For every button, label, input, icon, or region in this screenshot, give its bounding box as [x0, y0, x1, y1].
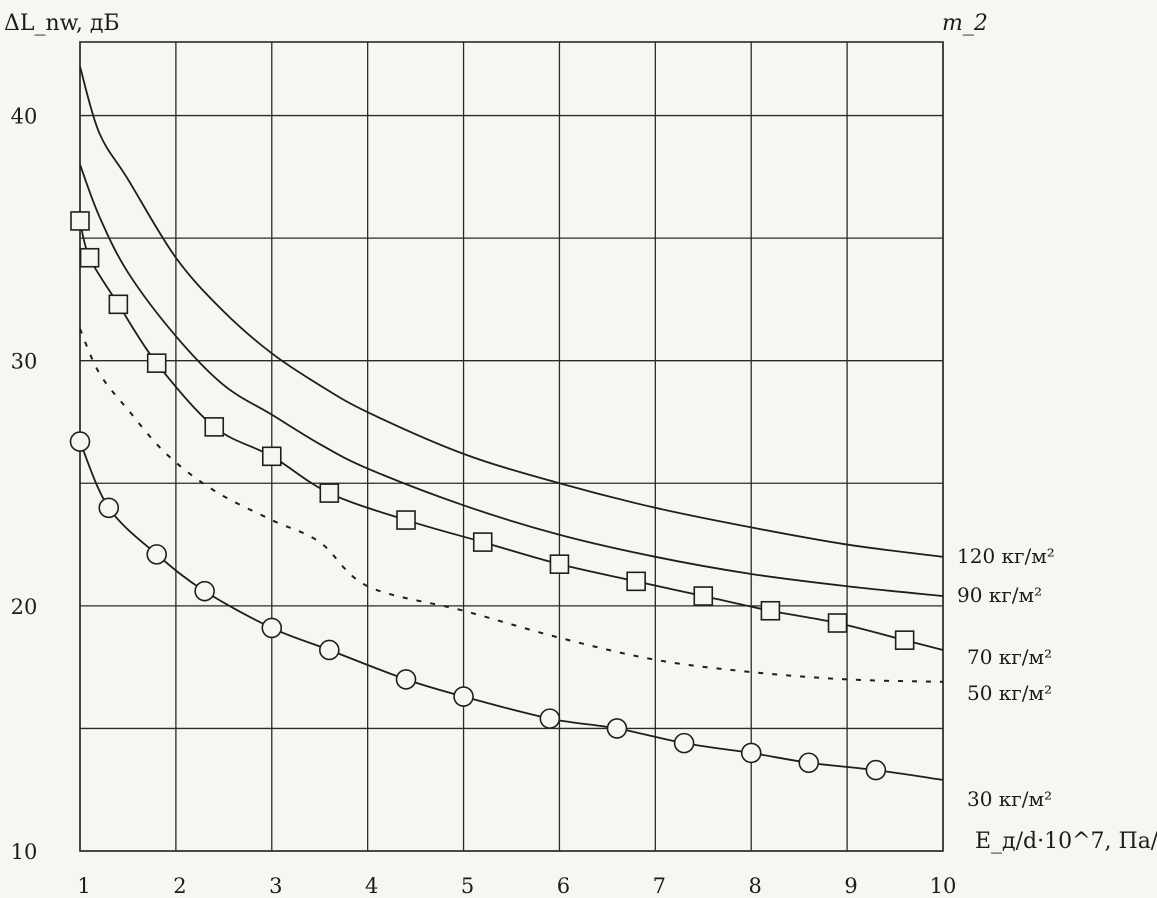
data-point-square [261, 446, 282, 467]
data-point-circle [798, 752, 820, 774]
data-point-square [204, 417, 225, 437]
data-point-square [760, 600, 781, 621]
data-point-square [319, 483, 340, 503]
series-line-3 [79, 328, 944, 683]
x-tick-label: 9 [844, 874, 857, 898]
data-point-circle [319, 639, 340, 661]
series-label: 50 кг/м² [967, 681, 1052, 705]
data-point-circle [98, 497, 120, 519]
series-line-2 [79, 220, 944, 651]
data-point-circle [146, 544, 168, 565]
data-point-square [894, 630, 915, 650]
x-tick-label: 5 [461, 874, 474, 898]
series-line-4 [79, 441, 944, 781]
y-tick-label: 10 [11, 840, 38, 864]
data-point-square [827, 613, 848, 633]
x-tick-label: 7 [653, 874, 666, 898]
data-point-circle [539, 708, 561, 729]
x-tick-label: 8 [749, 874, 762, 898]
x-tick-label: 3 [269, 874, 282, 898]
data-point-circle [740, 742, 762, 764]
data-point-square [549, 554, 570, 574]
data-point-square [693, 586, 714, 606]
y-tick-label: 30 [11, 350, 38, 374]
data-point-square [79, 247, 100, 268]
data-point-square [396, 510, 416, 530]
data-point-square [108, 294, 129, 315]
data-point-circle [673, 732, 695, 754]
data-point-square [70, 211, 90, 231]
series-line-0 [79, 66, 944, 558]
y-tick-label: 20 [11, 595, 38, 619]
plot-frame [79, 41, 944, 852]
labels-layer: 1 2 3 4 5 6 7 8 9 10 10 20 30 40 120 кг/м² 90 кг/м² 70 к… [11, 105, 1055, 898]
data-point-circle [865, 759, 887, 781]
x-tick-label: 2 [173, 874, 186, 898]
series-label: 90 кг/м² [957, 583, 1042, 607]
series-label: 30 кг/м² [967, 787, 1052, 811]
x-tick-label: 1 [77, 874, 90, 898]
series-label: 120 кг/м² [957, 544, 1055, 568]
x-tick-label: 4 [365, 874, 378, 898]
markers-layer [69, 211, 915, 781]
data-point-square [472, 532, 493, 552]
x-tick-label: 6 [557, 874, 570, 898]
series-label: 70 кг/м² [967, 645, 1052, 669]
data-point-square [626, 571, 646, 592]
series-line-1 [79, 164, 944, 597]
x-axis-title: E_д/d·10^7, Па/м [975, 829, 1157, 854]
data-point-circle [261, 617, 283, 639]
data-point-circle [606, 718, 628, 739]
legend-title: m_2 [942, 11, 988, 36]
y-axis-title: ΔL_nw, дБ [4, 11, 120, 36]
data-point-circle [395, 669, 417, 690]
x-tick-label: 10 [930, 874, 957, 898]
data-point-circle [194, 580, 215, 602]
data-point-circle [453, 686, 474, 707]
grid [79, 41, 944, 852]
data-point-circle [69, 431, 91, 452]
data-point-square [146, 353, 167, 373]
series-layer [79, 66, 944, 781]
y-tick-label: 40 [11, 105, 38, 129]
